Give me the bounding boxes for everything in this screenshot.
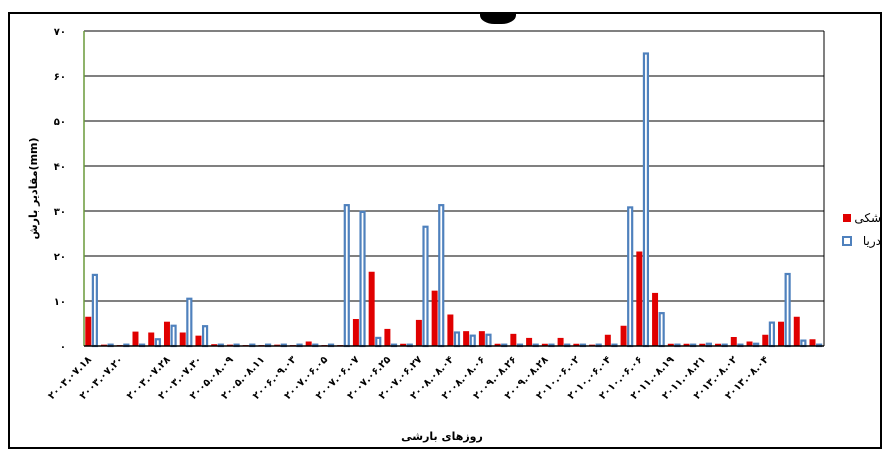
legend-swatch-shaki — [843, 214, 851, 222]
bar-shaki — [604, 334, 611, 346]
bar-shaki — [699, 343, 706, 346]
legend-swatch-darya — [842, 236, 852, 246]
bar-darya — [658, 312, 665, 348]
y-tick-label: ۰ — [60, 342, 66, 353]
y-tick-label: ۵۰ — [54, 117, 66, 128]
bar-shaki — [195, 335, 202, 346]
bar-shaki — [431, 290, 438, 346]
bar-shaki — [368, 271, 375, 346]
bar-shaki — [557, 337, 564, 346]
bar-shaki — [132, 331, 139, 346]
legend: شکی دریا — [842, 211, 881, 249]
bar-shaki — [730, 337, 737, 346]
bar-shaki — [573, 343, 580, 346]
gridlines — [84, 30, 825, 347]
bar-darya — [375, 336, 382, 348]
bar-shaki — [762, 334, 769, 346]
bar-shaki — [85, 316, 92, 346]
bar-shaki — [163, 321, 170, 346]
bar-darya — [784, 272, 791, 348]
bar-shaki — [715, 343, 722, 346]
bar-darya — [91, 273, 98, 348]
bar-darya — [422, 225, 429, 348]
bar-shaki — [211, 344, 218, 346]
legend-label-shaki: شکی — [854, 211, 881, 225]
bar-darya — [485, 333, 492, 348]
bar-shaki — [510, 333, 517, 346]
bar-shaki — [384, 328, 391, 346]
bar-shaki — [494, 343, 501, 346]
bar-darya — [201, 325, 209, 348]
bar-darya — [438, 204, 445, 348]
bar-shaki — [541, 343, 548, 346]
bar-shaki — [667, 343, 674, 346]
bar-shaki — [447, 314, 454, 346]
y-tick-label: ۳۰ — [54, 207, 66, 218]
bar-shaki — [652, 292, 659, 346]
bar-darya — [469, 334, 476, 348]
bar-darya — [642, 52, 650, 348]
bar-shaki — [415, 319, 422, 346]
chart-frame — [8, 12, 882, 449]
bar-darya — [154, 338, 161, 348]
bars — [85, 52, 823, 348]
bar-shaki — [463, 331, 470, 346]
bar-darya — [359, 210, 366, 348]
bar-darya — [627, 206, 634, 348]
y-axis-ticks: ۰ ۱۰ ۲۰ ۳۰ ۴۰ ۵۰ ۶۰ ۷۰ — [54, 27, 66, 353]
y-tick-label: ۱۰ — [54, 297, 66, 308]
y-tick-label: ۴۰ — [54, 162, 66, 173]
bar-shaki — [809, 339, 816, 346]
bar-shaki — [793, 316, 800, 346]
bar-shaki — [636, 251, 643, 346]
bar-shaki — [148, 332, 155, 346]
x-axis-title: روزهای بارشی — [401, 430, 483, 443]
bar-shaki — [620, 325, 627, 346]
bar-darya — [800, 339, 807, 348]
bar-darya — [343, 204, 350, 348]
bar-darya — [453, 331, 461, 348]
bar-shaki — [305, 341, 312, 346]
bar-darya — [186, 297, 193, 348]
bar-shaki — [400, 343, 407, 346]
y-tick-label: ۷۰ — [54, 27, 66, 38]
bar-shaki — [179, 332, 186, 346]
bar-shaki — [778, 321, 785, 346]
bar-darya — [768, 321, 775, 348]
bar-darya — [170, 324, 177, 348]
title-fragment — [480, 13, 516, 24]
y-tick-label: ۲۰ — [54, 252, 66, 263]
bar-shaki — [683, 343, 690, 346]
bar-shaki — [478, 331, 485, 346]
y-axis-title: مقادیر بارش(mm) — [27, 137, 40, 239]
legend-label-darya: دریا — [863, 234, 881, 249]
bar-shaki — [526, 337, 533, 346]
bar-shaki — [352, 319, 359, 346]
y-tick-label: ۶۰ — [54, 72, 66, 83]
bar-shaki — [746, 341, 753, 346]
